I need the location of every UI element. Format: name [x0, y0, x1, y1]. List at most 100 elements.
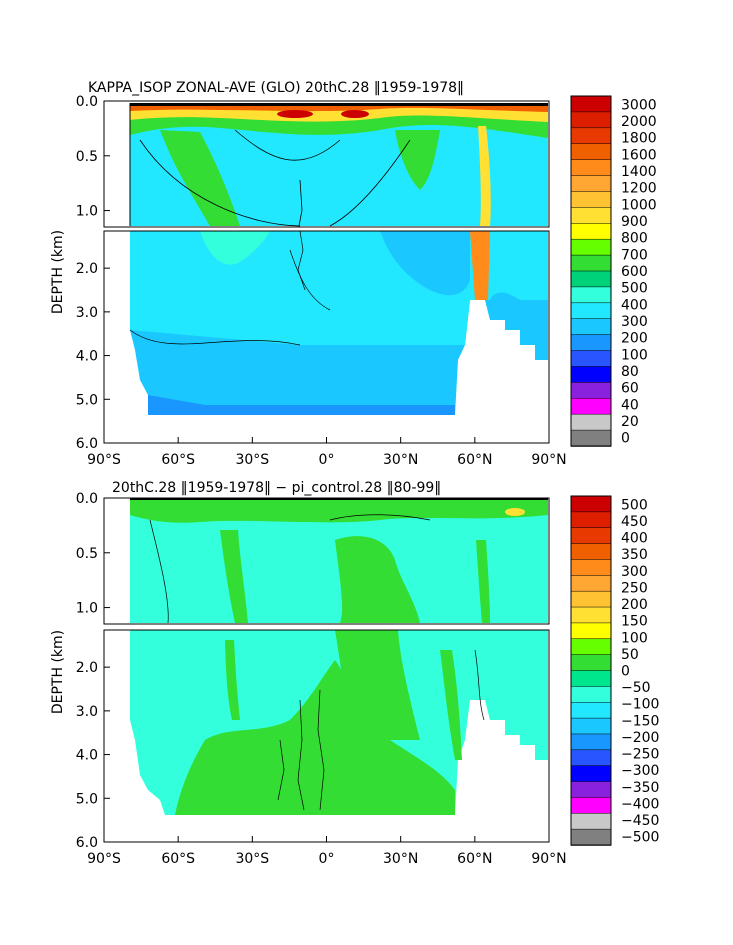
y-tick-label: 6.0 [76, 835, 98, 851]
colorbar-label: 20 [621, 414, 639, 430]
colorbar-swatch [570, 701, 612, 719]
colorbar-swatch [570, 302, 612, 320]
y-tick-label: 4.0 [76, 349, 98, 365]
y-tick-label: 5.0 [76, 791, 98, 807]
colorbar-label: 800 [621, 231, 648, 247]
x-tick-label: 90°N [531, 452, 566, 468]
colorbar-label: 3000 [621, 97, 657, 113]
colorbar-label: 150 [621, 614, 648, 630]
panel2-upper-plot [104, 498, 549, 624]
y-tick-label: 6.0 [76, 436, 98, 452]
colorbar-label: 40 [621, 397, 639, 413]
colorbar-swatch [570, 527, 612, 545]
colorbar-label: 50 [621, 647, 639, 663]
panel2-colorbar: 500450400350300250200150100500−50−100−15… [570, 495, 659, 846]
colorbar-swatch [570, 413, 612, 431]
colorbar-swatch [570, 366, 612, 384]
colorbar-swatch [570, 429, 612, 447]
colorbar-swatch [570, 590, 612, 608]
colorbar-swatch [570, 334, 612, 352]
colorbar-label: −500 [621, 830, 659, 846]
colorbar-swatch [570, 575, 612, 592]
colorbar-label: −150 [621, 713, 659, 729]
colorbar-label: −50 [621, 680, 651, 696]
colorbar-label: 200 [621, 331, 648, 347]
y-tick-label: 1.0 [76, 601, 98, 617]
y-tick-label: 4.0 [76, 748, 98, 764]
colorbar-swatch [570, 797, 612, 815]
colorbar-label: 1800 [621, 131, 657, 147]
colorbar-label: −250 [621, 747, 659, 763]
colorbar-swatch [570, 238, 612, 256]
colorbar-label: 1400 [621, 164, 657, 180]
colorbar-swatch [570, 127, 612, 145]
colorbar-label: 100 [621, 630, 648, 646]
x-tick-label: 60°S [161, 851, 195, 867]
colorbar-swatch [570, 254, 612, 272]
x-tick-label: 90°S [87, 851, 121, 867]
colorbar-swatch [570, 749, 612, 767]
colorbar-label: 1000 [621, 197, 657, 213]
colorbar-swatch [570, 143, 612, 161]
colorbar-label: 600 [621, 264, 648, 280]
panel-kappa-isop: KAPPA_ISOP ZONAL-AVE (GLO) 20thC.28 ‖195… [50, 80, 657, 468]
y-tick-label: 1.0 [76, 204, 98, 220]
y-tick-label: 3.0 [76, 704, 98, 720]
colorbar-label: 80 [621, 364, 639, 380]
colorbar-swatch [570, 318, 612, 336]
y-tick-label: 2.0 [76, 660, 98, 676]
x-tick-label: 60°N [457, 452, 492, 468]
y-tick-label: 0.0 [76, 491, 98, 507]
colorbar-label: −300 [621, 763, 659, 779]
colorbar-swatch [570, 223, 612, 240]
x-tick-label: 90°S [87, 452, 121, 468]
colorbar-label: 0 [621, 431, 630, 447]
y-tick-label: 0.0 [76, 94, 98, 110]
colorbar-label: 500 [621, 281, 648, 297]
x-tick-label: 90°N [531, 851, 566, 867]
colorbar-label: −200 [621, 730, 659, 746]
panel1-lower-plot [104, 230, 549, 443]
x-tick-label: 60°N [457, 851, 492, 867]
x-tick-label: 30°N [383, 452, 418, 468]
colorbar-swatch [570, 175, 612, 193]
colorbar-label: 100 [621, 347, 648, 363]
colorbar-label: 1600 [621, 147, 657, 163]
x-tick-label: 60°S [161, 452, 195, 468]
x-tick-label: 30°N [383, 851, 418, 867]
colorbar-label: 300 [621, 564, 648, 580]
y-tick-label: 5.0 [76, 392, 98, 408]
colorbar-swatch [570, 95, 612, 113]
colorbar-label: 450 [621, 514, 648, 530]
colorbar-label: 0 [621, 664, 630, 680]
colorbar-swatch [570, 606, 612, 624]
x-tick-label: 0° [319, 452, 335, 468]
panel1-x-ticks: 90°S 60°S 30°S 0° 30°N 60°N 90°N [87, 437, 567, 468]
colorbar-swatch [570, 511, 612, 529]
colorbar-label: −100 [621, 697, 659, 713]
x-tick-label: 0° [319, 851, 335, 867]
colorbar-swatch [570, 382, 612, 400]
panel1-y-ticks: 0.0 0.5 1.0 2.0 3.0 4.0 5.0 6.0 [76, 94, 110, 452]
colorbar-swatch [570, 111, 612, 129]
panel1-upper-field [130, 103, 548, 226]
panel1-upper-plot [104, 101, 549, 227]
colorbar-label: 2000 [621, 114, 657, 130]
colorbar-swatch [570, 286, 612, 304]
colorbar-swatch [570, 654, 612, 672]
y-tick-label: 0.5 [76, 546, 98, 562]
colorbar-swatch [570, 398, 612, 415]
colorbar-swatch [570, 543, 612, 561]
colorbar-label: 400 [621, 297, 648, 313]
colorbar-swatch [570, 733, 612, 751]
colorbar-swatch [570, 559, 612, 577]
colorbar-swatch [570, 270, 612, 288]
colorbar-label: 500 [621, 497, 648, 513]
panel1-title: KAPPA_ISOP ZONAL-AVE (GLO) 20thC.28 ‖195… [88, 80, 464, 96]
colorbar-label: 400 [621, 531, 648, 547]
colorbar-label: −450 [621, 813, 659, 829]
colorbar-swatch [570, 781, 612, 799]
colorbar-swatch [570, 191, 612, 209]
colorbar-label: −400 [621, 796, 659, 812]
